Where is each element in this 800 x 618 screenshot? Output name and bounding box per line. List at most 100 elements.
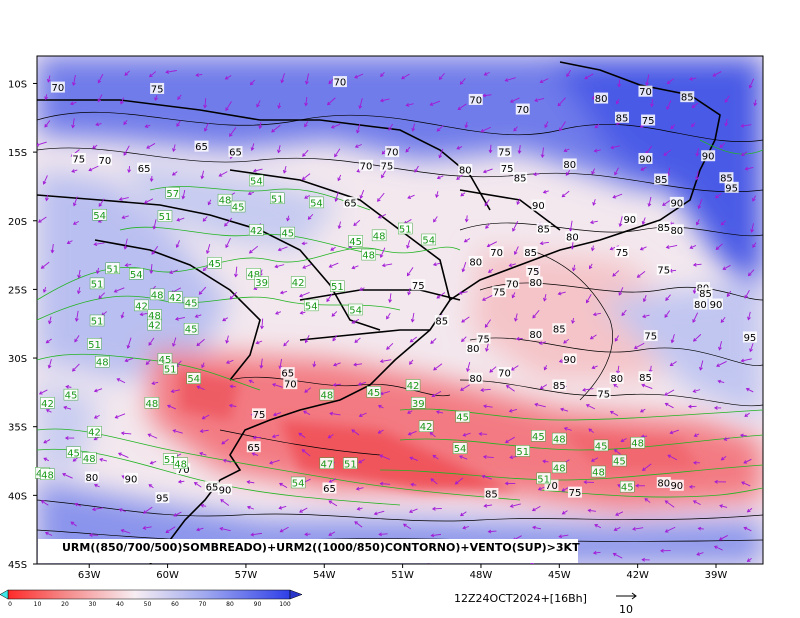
wind-arrow (148, 433, 158, 439)
contour-label-box (593, 439, 609, 452)
wind-arrow-head (724, 99, 729, 103)
wind-arrow-head (459, 512, 464, 517)
wind-arrow (510, 455, 518, 458)
contour-label: 75 (151, 84, 164, 95)
wind-arrow (46, 409, 52, 413)
contour-label-box (531, 199, 546, 211)
wind-arrow-head (88, 167, 93, 172)
wind-arrow-head (617, 83, 622, 88)
wind-arrow (229, 291, 238, 300)
wind-arrow-head (37, 219, 42, 223)
contour-label-box (87, 338, 102, 350)
wind-arrow (569, 220, 573, 231)
wind-arrow-head (302, 153, 306, 157)
contour-label-box (680, 91, 695, 103)
wind-arrow (481, 126, 491, 133)
wind-arrow (380, 98, 390, 102)
wind-arrow-head (615, 100, 620, 105)
wind-arrow-head (570, 245, 575, 250)
wind-arrow (437, 175, 444, 179)
wind-arrow-head (483, 503, 488, 508)
wind-arrow-head (305, 80, 309, 85)
wind-arrow (150, 264, 153, 274)
vector-scale-label: 10 (619, 603, 633, 616)
wind-arrow (275, 264, 285, 268)
wind-arrow-head (459, 81, 464, 85)
wind-arrow-head (354, 339, 359, 343)
contour-label-box (92, 209, 107, 221)
wind-arrow-head (664, 500, 669, 504)
wind-arrow-head (740, 123, 745, 128)
wind-arrow (436, 125, 444, 132)
wind-arrow (741, 481, 751, 487)
wind-arrow-head (543, 366, 548, 371)
wind-arrow (353, 363, 363, 366)
contour-label: 45 (621, 483, 634, 494)
wind-arrow (693, 389, 701, 393)
wind-arrow-head (373, 511, 378, 516)
wind-arrow (250, 79, 256, 86)
wind-arrow (92, 507, 104, 510)
wind-arrow-head (269, 460, 273, 465)
wind-arrow (505, 436, 515, 443)
wind-arrow (46, 194, 48, 201)
wind-arrow (251, 143, 255, 151)
contour-label: 90 (563, 355, 576, 366)
wind-arrow-head (117, 452, 122, 457)
contour-label-box (322, 482, 337, 494)
contour-label: 70 (516, 105, 529, 116)
contour-label: 80 (566, 233, 579, 244)
wind-arrow (70, 521, 77, 527)
wind-arrow-head (571, 320, 575, 324)
wind-arrow-head (219, 526, 224, 531)
wind-arrow-head (532, 172, 537, 177)
contour-label-box (398, 222, 413, 235)
wind-arrow-head (433, 366, 437, 371)
wind-arrow-head (43, 439, 48, 444)
contour-label: 75 (527, 267, 540, 278)
wind-arrow (594, 149, 601, 152)
wind-arrow-head (47, 78, 51, 83)
wind-arrow-head (618, 291, 623, 296)
wind-arrow-head (283, 342, 287, 347)
contour-label: 57 (166, 189, 179, 200)
wind-arrow-head (714, 479, 718, 484)
wind-arrow (488, 530, 497, 533)
wind-arrow (722, 264, 731, 270)
contour-label-box (217, 193, 233, 206)
wind-arrow (353, 219, 361, 226)
wind-arrow-head (745, 387, 750, 392)
wind-arrow (94, 484, 100, 488)
wind-arrow-head (271, 434, 276, 439)
wind-arrow (169, 269, 178, 274)
contour-label: 48 (146, 399, 159, 410)
contour-label-box (137, 162, 152, 174)
contour-label: 48 (151, 290, 164, 301)
colorbar-tick-label: 40 (116, 601, 124, 608)
wind-arrow-head (334, 153, 338, 158)
wind-arrow-head (534, 402, 539, 407)
wind-arrow-head (252, 435, 257, 440)
wind-arrow-head (201, 364, 205, 369)
wind-arrow-head (229, 384, 234, 389)
wind-arrow (176, 120, 181, 127)
colorbar-left-arrow (0, 589, 9, 600)
contour-label-box (724, 181, 739, 193)
wind-arrow-head (691, 104, 696, 109)
wind-arrow (460, 78, 466, 85)
contour-label-box (411, 397, 426, 409)
wind-arrow (518, 145, 521, 154)
wind-arrow-head (221, 440, 226, 445)
wind-arrow-head (582, 387, 586, 392)
wind-arrow (380, 359, 392, 362)
wind-arrow (94, 414, 100, 419)
wind-arrow (379, 533, 388, 535)
wind-arrow-head (45, 339, 50, 344)
wind-arrow-head (123, 245, 128, 250)
wind-arrow-head (91, 507, 96, 512)
wind-arrow-head (509, 99, 514, 103)
wind-arrow (725, 118, 728, 126)
contour-label: 80 (610, 374, 623, 385)
wind-arrow (326, 293, 333, 302)
wind-arrow-head (633, 345, 638, 349)
